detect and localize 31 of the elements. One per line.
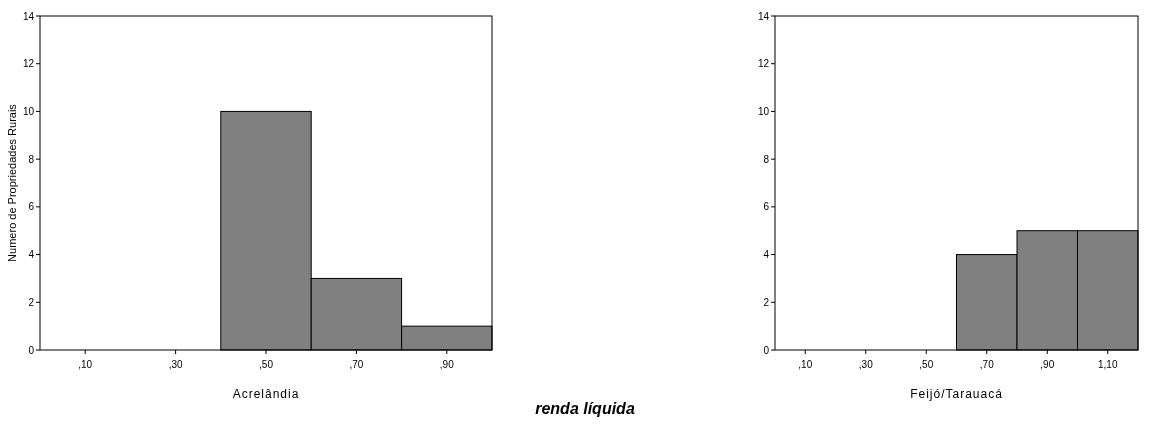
y-tick-label: 0 [28,344,35,356]
y-tick-label: 12 [22,58,35,70]
y-tick-label: 2 [763,296,770,308]
y-tick-label: 0 [763,344,770,356]
y-tick-label: 14 [22,10,35,22]
y-tick-label: 4 [28,249,35,261]
y-tick-label: 10 [22,105,35,117]
y-tick-label: 8 [763,153,770,165]
y-tick-label: 6 [763,201,770,213]
x-tick-label: ,90 [439,359,455,370]
x-tick-label: ,50 [259,359,274,370]
x-tick-label: ,50 [919,359,934,370]
x-tick-label: ,70 [349,359,364,370]
x-tick-label: ,90 [1040,359,1055,370]
x-tick-label: ,10 [78,359,93,370]
x-tick-label: ,10 [798,359,813,370]
x-tick-label: ,30 [858,359,874,370]
x-tick-label: ,30 [168,359,183,370]
y-tick-label: 14 [757,10,770,22]
y-tick-label: 8 [28,153,35,165]
x-tick-label: ,70 [979,359,995,370]
y-axis-title: Numero de Propriedades Rurais [6,103,18,262]
y-tick-label: 6 [28,201,35,213]
x-axis-title: Feijó/Tarauacá [910,387,1003,401]
y-tick-label: 4 [763,249,770,261]
x-axis-title: Acrelândia [232,387,300,401]
x-tick-label: 1,10 [1098,359,1118,370]
text: renda líquida [535,400,635,417]
y-tick-label: 10 [757,105,770,117]
y-tick-label: 2 [28,296,35,308]
y-tick-label: 12 [757,58,770,70]
